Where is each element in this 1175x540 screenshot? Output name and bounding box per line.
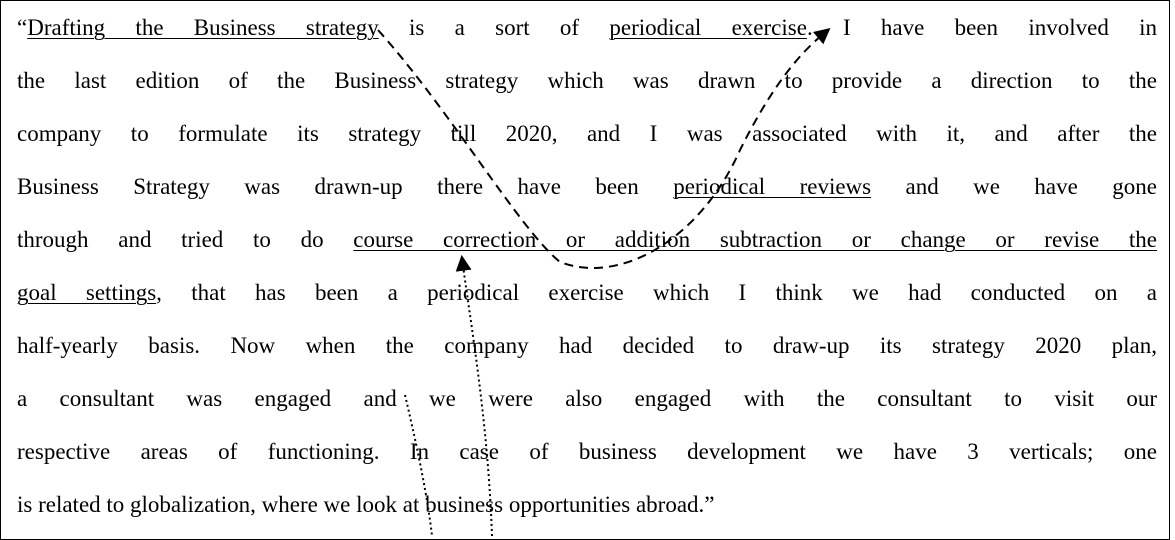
text: is related to globalization, where we lo… (17, 492, 715, 517)
text-line: the last edition of the Business strateg… (17, 54, 1157, 107)
underlined-text: course correction or addition subtractio… (353, 227, 1157, 252)
text: company to formulate its strategy till 2… (17, 121, 1157, 146)
text: the last edition of the Business strateg… (17, 68, 1157, 93)
underlined-text: periodical reviews (673, 174, 872, 199)
text: is a sort of (378, 15, 610, 40)
text-line: company to formulate its strategy till 2… (17, 107, 1157, 160)
text-line: respective areas of functioning. In case… (17, 425, 1157, 478)
text: half-yearly basis. Now when the company … (17, 333, 1157, 358)
text: , that has been a periodical exercise wh… (156, 280, 1157, 305)
text-line: “Drafting the Business strategy is a sor… (17, 1, 1157, 54)
text: . I have been involved in (806, 15, 1157, 40)
text-line: half-yearly basis. Now when the company … (17, 319, 1157, 372)
text: and we have gone (871, 174, 1157, 199)
text: through and tried to do (17, 227, 354, 252)
text: “ (17, 15, 28, 40)
text-line: goal settings, that has been a periodica… (17, 266, 1157, 319)
underlined-text: Drafting the Business strategy (27, 15, 379, 40)
text-line: through and tried to do course correctio… (17, 213, 1157, 266)
underlined-text: goal settings (17, 280, 157, 305)
text-line: a consultant was engaged and we were als… (17, 372, 1157, 425)
text-line: Business Strategy was drawn-up there hav… (17, 160, 1157, 213)
text: respective areas of functioning. In case… (17, 439, 1157, 464)
text: a consultant was engaged and we were als… (17, 386, 1157, 411)
text-line: is related to globalization, where we lo… (17, 478, 1157, 531)
text: Business Strategy was drawn-up there hav… (17, 174, 674, 199)
underlined-text: periodical exercise (609, 15, 807, 40)
